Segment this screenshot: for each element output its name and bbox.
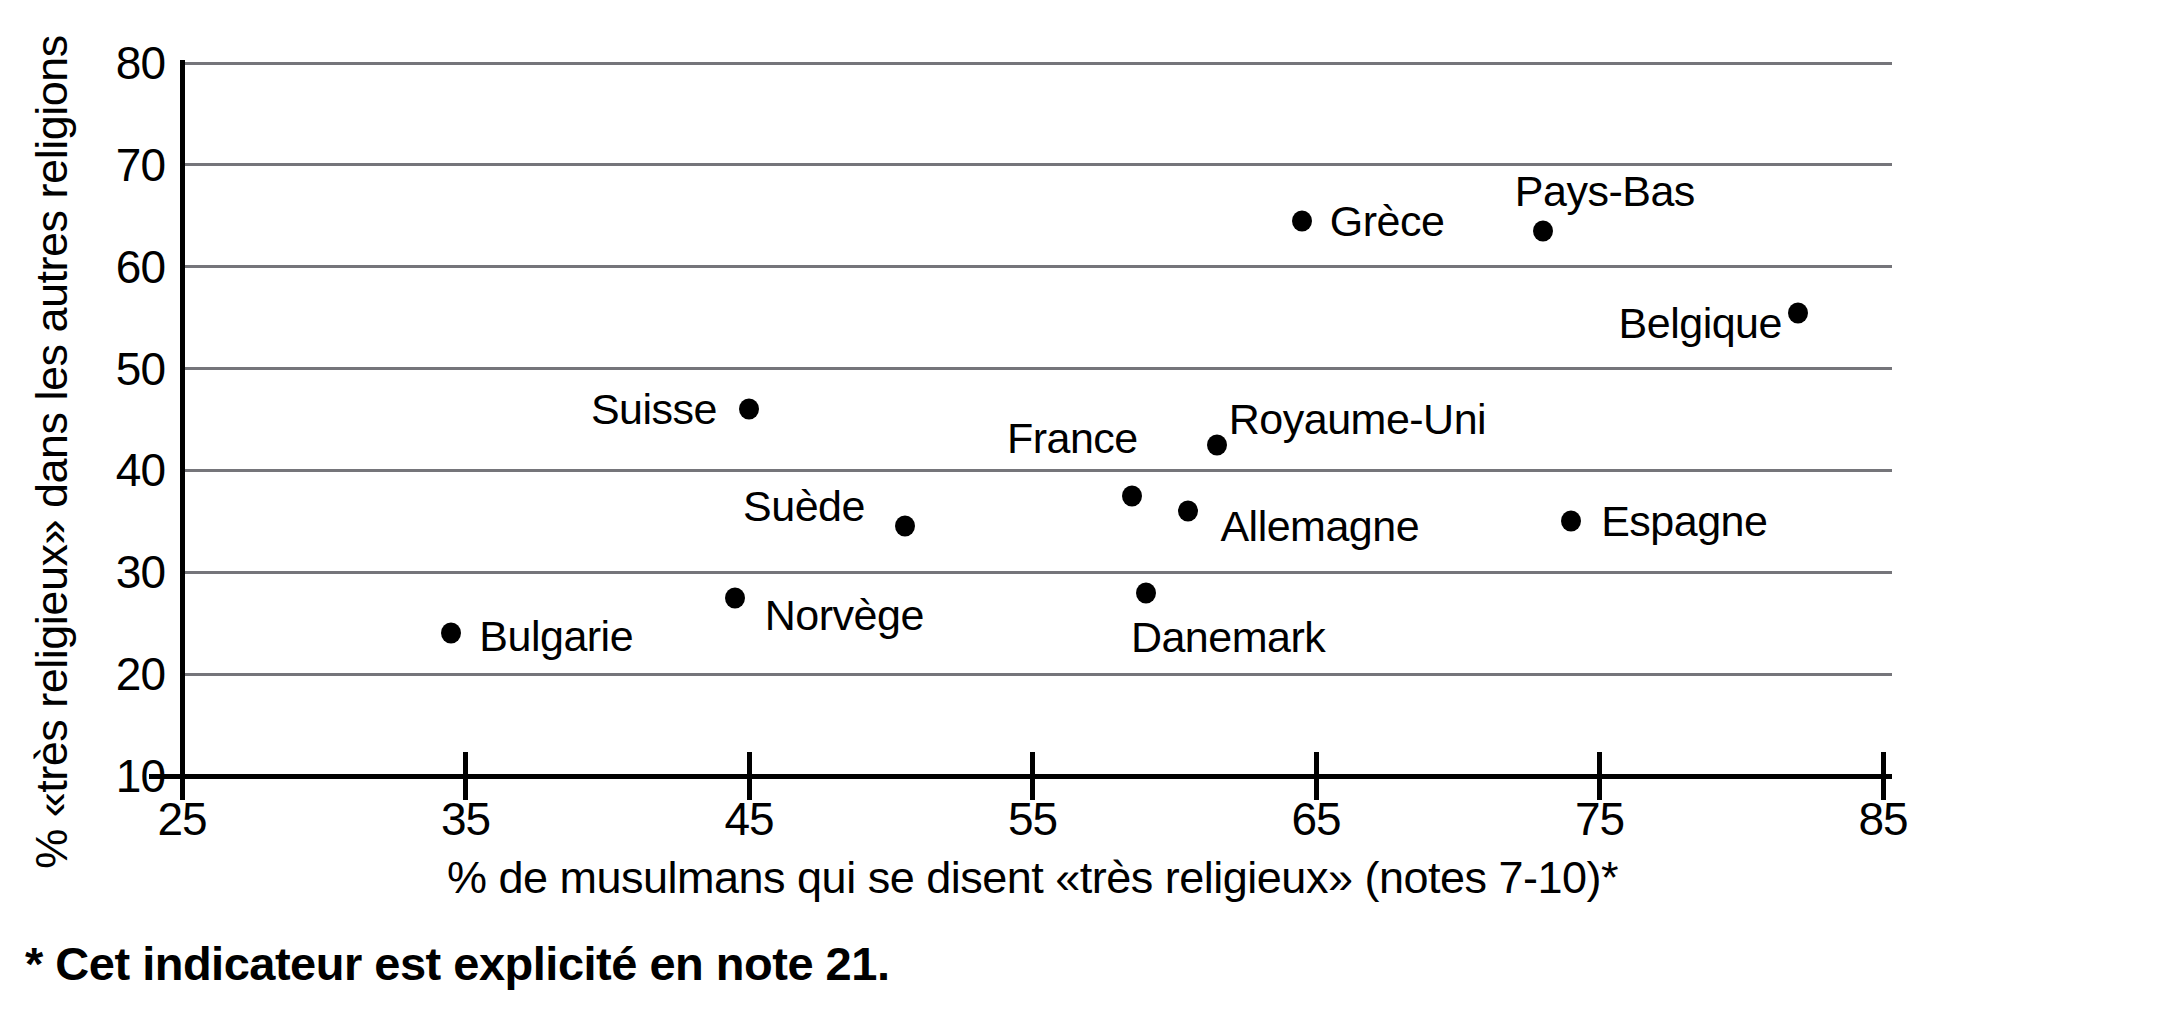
scatter-chart: % «très religieux» dans les autres relig… xyxy=(0,0,2180,1036)
data-point-royaume-uni xyxy=(1207,434,1227,455)
x-tick-label-75: 75 xyxy=(1520,792,1680,846)
data-point-france xyxy=(1122,485,1142,506)
x-tick-label-45: 45 xyxy=(669,792,829,846)
data-point-bulgarie xyxy=(441,623,461,644)
point-label-allemagne: Allemagne xyxy=(1220,501,1419,551)
data-point-pays-bas xyxy=(1533,221,1553,242)
point-label-france: France xyxy=(1007,413,1138,463)
y-tick-label-60: 60 xyxy=(35,239,165,295)
gridline-y-80 xyxy=(182,62,1892,65)
point-label-pays-bas: Pays-Bas xyxy=(1515,166,1695,216)
gridline-y-50 xyxy=(182,367,1892,370)
point-label-suede: Suède xyxy=(743,481,865,531)
x-tick-label-85: 85 xyxy=(1803,792,1963,846)
x-tick-label-55: 55 xyxy=(953,792,1113,846)
x-tick-label-35: 35 xyxy=(386,792,546,846)
data-point-grece xyxy=(1292,210,1312,231)
data-point-norvege xyxy=(725,587,745,608)
x-axis-title: % de musulmans qui se disent «très relig… xyxy=(182,852,1883,904)
data-point-danemark xyxy=(1136,582,1156,603)
y-tick-label-70: 70 xyxy=(35,137,165,193)
gridline-y-60 xyxy=(182,265,1892,268)
data-point-suede xyxy=(895,516,915,537)
y-tick-label-50: 50 xyxy=(35,341,165,397)
y-tick-mark-10 xyxy=(149,774,182,779)
point-label-bulgarie: Bulgarie xyxy=(479,611,633,661)
data-point-belgique xyxy=(1788,302,1808,323)
data-point-espagne xyxy=(1561,511,1581,532)
chart-footnote: * Cet indicateur est explicité en note 2… xyxy=(25,936,889,991)
y-tick-label-20: 20 xyxy=(35,646,165,702)
point-label-royaume-uni: Royaume-Uni xyxy=(1229,394,1486,444)
x-tick-label-65: 65 xyxy=(1236,792,1396,846)
point-label-norvege: Norvège xyxy=(765,590,924,640)
gridline-y-30 xyxy=(182,571,1892,574)
gridline-y-20 xyxy=(182,673,1892,676)
point-label-espagne: Espagne xyxy=(1601,496,1767,546)
y-tick-label-40: 40 xyxy=(35,442,165,498)
point-label-grece: Grèce xyxy=(1330,196,1445,246)
data-point-allemagne xyxy=(1178,501,1198,522)
point-label-belgique: Belgique xyxy=(1619,298,1782,348)
y-axis-line xyxy=(180,60,185,800)
data-point-suisse xyxy=(739,399,759,420)
gridline-y-40 xyxy=(182,469,1892,472)
x-axis-line xyxy=(179,774,1892,779)
x-tick-label-25: 25 xyxy=(102,792,262,846)
y-tick-label-30: 30 xyxy=(35,544,165,600)
y-tick-label-80: 80 xyxy=(35,35,165,91)
point-label-suisse: Suisse xyxy=(591,384,717,434)
point-label-danemark: Danemark xyxy=(1131,612,1325,662)
